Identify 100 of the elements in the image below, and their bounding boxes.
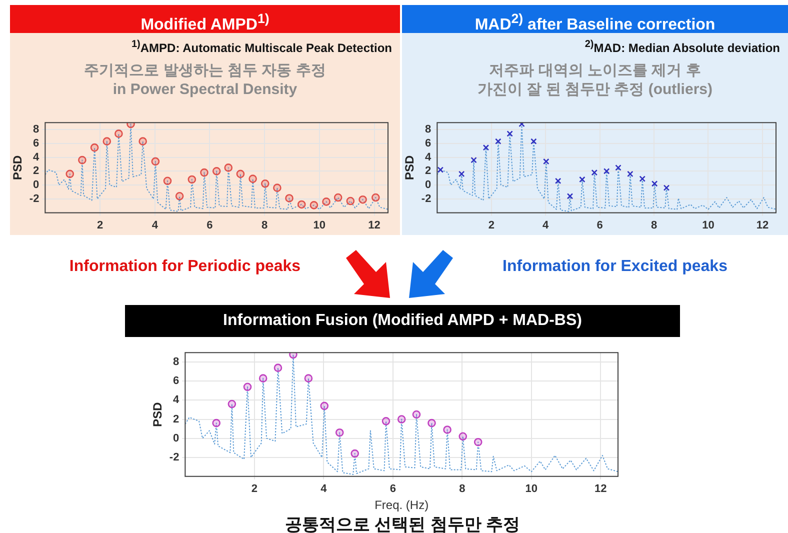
y-tick-label: 6: [425, 137, 432, 150]
y-tick-label: 2: [33, 165, 40, 178]
x-tick-label: 4: [320, 483, 328, 496]
point: [224, 164, 233, 172]
chart-title: Modified AMPD$^{1)}$: [10, 5, 400, 34]
point: [310, 201, 318, 210]
x-tick-label: 4: [542, 219, 550, 232]
point: [579, 176, 586, 183]
y-axis-title: PSD: [150, 402, 165, 427]
point: [470, 156, 477, 164]
point: [260, 180, 270, 188]
text: 저주파 대역의 노이즈를 제거 후: [488, 61, 702, 80]
point: [114, 130, 123, 138]
y-tick-label: 0: [425, 179, 432, 192]
y-tick-label: -2: [169, 451, 180, 464]
x-tick-label: 12: [594, 483, 607, 496]
chart-title: Information Fusion (Modified AMPD + MAD-BS): [125, 305, 680, 337]
y-tick-label: 8: [425, 124, 432, 136]
point: [603, 168, 610, 174]
point: [243, 382, 252, 392]
point: [482, 144, 490, 151]
y-tick-label: 4: [173, 394, 180, 406]
y-tick-label: 0: [173, 432, 180, 444]
point: [285, 194, 294, 202]
point: [412, 410, 421, 419]
text: in Power Spectral Density: [112, 80, 298, 99]
y-tick-label: 2: [425, 165, 432, 178]
x-tick-label: 6: [206, 219, 213, 232]
line-series: [185, 354, 618, 475]
y-tick-label: 2: [173, 413, 180, 426]
point: [566, 193, 574, 200]
point: [530, 138, 537, 144]
point: [78, 156, 86, 164]
y-tick-label: 8: [33, 124, 40, 136]
line-series: [45, 123, 388, 212]
point: [212, 167, 221, 176]
point: [627, 170, 634, 178]
y-tick-label: 8: [173, 356, 180, 368]
point: [372, 193, 380, 202]
x-tick-label: 6: [596, 219, 603, 232]
point: [258, 374, 268, 382]
text: Information for Excited peaks: [502, 258, 728, 276]
x-tick-label: 2: [488, 219, 494, 232]
point: [102, 137, 112, 146]
point: [518, 122, 525, 128]
point: [639, 176, 646, 182]
y-tick-label: 6: [173, 375, 180, 388]
point: [320, 402, 329, 410]
x-axis-title: Freq. (Hz): [374, 498, 429, 512]
point: [334, 193, 342, 202]
y-tick-label: 6: [33, 137, 40, 150]
point: [151, 157, 160, 166]
x-tick-label: 8: [459, 483, 466, 496]
point: [175, 192, 184, 200]
point: [322, 198, 330, 206]
text: $^{1)}$AMPD: Automatic Multiscale Peak Detection: [130, 39, 393, 55]
y-tick-label: -2: [29, 192, 40, 205]
y-axis-title: PSD: [402, 155, 417, 180]
point: [228, 400, 236, 408]
x-tick-label: 12: [756, 219, 769, 232]
x-tick-label: 10: [313, 219, 326, 232]
point: [273, 184, 282, 192]
point: [615, 164, 622, 171]
point: [651, 180, 658, 187]
y-axis-title: PSD: [10, 155, 25, 180]
point: [474, 438, 482, 446]
point: [350, 449, 359, 458]
y-tick-label: 0: [33, 179, 40, 192]
line-series: [437, 123, 776, 212]
x-tick-label: 2: [96, 219, 104, 232]
x-tick-label: 10: [702, 219, 714, 232]
point: [304, 374, 313, 382]
point: [458, 432, 468, 441]
point: [212, 418, 220, 428]
y-tick-label: 4: [33, 151, 40, 164]
point: [236, 170, 245, 178]
text: 가진이 잘 된 첨두만 추정 (outliers): [476, 80, 714, 99]
point: [274, 364, 282, 372]
point: [554, 178, 562, 184]
point: [458, 170, 465, 178]
text: 공통적으로 선택된 첨두만 추정: [284, 514, 522, 533]
point: [163, 176, 172, 186]
text: 주기적으로 발생하는 첨두 자동 추정: [83, 61, 327, 80]
point: [248, 174, 257, 183]
y-tick-label: -2: [421, 192, 432, 205]
point: [358, 195, 367, 204]
x-tick-label: 8: [650, 219, 658, 232]
point: [495, 138, 502, 144]
point: [138, 137, 147, 146]
point: [543, 158, 550, 165]
point: [506, 130, 513, 137]
point: [335, 428, 344, 437]
chart-title: MAD$^{2)}$ after Baseline correction: [402, 5, 788, 34]
point: [90, 143, 99, 152]
point: [428, 418, 436, 428]
text: Information for Periodic peaks: [68, 258, 302, 276]
x-tick-label: 6: [390, 483, 396, 496]
point: [289, 352, 298, 359]
point: [663, 184, 670, 191]
point: [66, 170, 74, 178]
